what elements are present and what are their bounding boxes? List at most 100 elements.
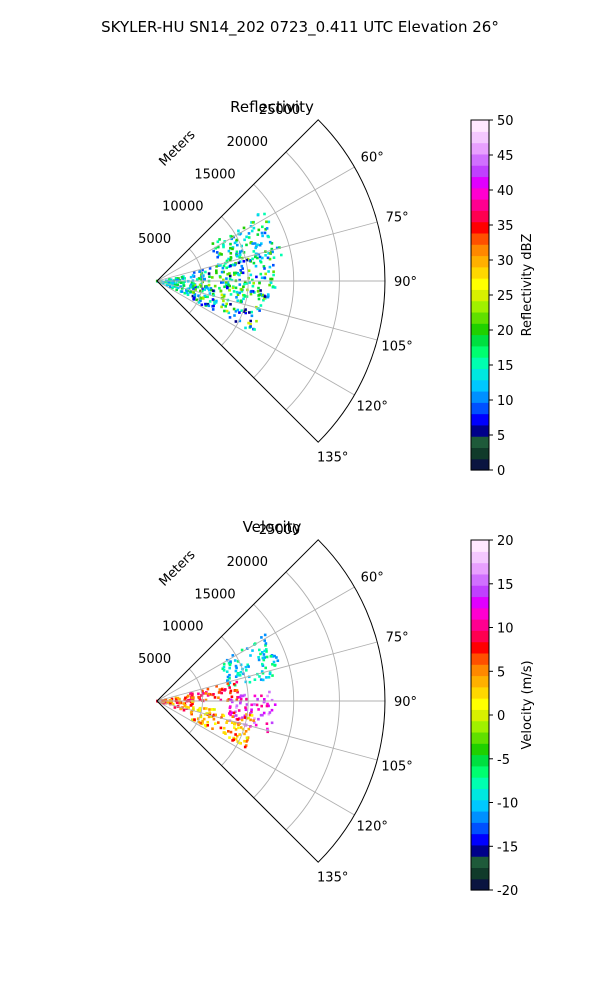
echo-cell [258,281,261,285]
echo-cell [229,256,233,259]
echo-cell [222,270,225,274]
echo-cell [221,242,225,246]
echo-cell [191,692,194,696]
echo-cell [268,711,272,714]
echo-cell [214,713,217,717]
echo-cell [224,732,227,735]
echo-cell [208,267,212,270]
echo-cell [201,719,204,723]
echo-cell [210,715,213,718]
echo-cell [261,225,264,229]
echo-cell [211,292,215,296]
echo-cell [255,319,258,323]
echo-cell [172,285,175,288]
echo-cell [177,701,181,704]
echo-cell [228,710,232,713]
echo-cell [225,309,229,313]
echo-cell [268,257,272,261]
echo-cell [255,252,258,256]
echo-cell [220,270,224,274]
echo-cell [226,281,230,284]
echo-cell [232,736,235,740]
echo-cell [245,736,249,740]
echo-cell [237,261,241,265]
colorbar-bin [471,731,489,744]
echo-cell [261,678,265,682]
echo-cell [241,267,244,270]
echo-cell [218,252,222,255]
echo-cell [196,285,200,289]
echo-cell [268,690,271,694]
echo-cell [197,294,200,297]
echo-cell [209,287,213,290]
echo-cell [238,283,242,286]
colorbar-bin [471,221,489,234]
colorbar-bin [471,686,489,699]
echo-cell [268,283,271,287]
echo-cell [242,226,246,230]
echo-cell [217,691,221,694]
echo-cell [262,653,266,656]
colorbar-tick-label: 25 [497,289,514,304]
echo-cell [179,285,182,288]
echo-cell [192,298,196,301]
echo-cell [171,286,174,290]
echo-cell [189,711,193,714]
echo-cell [223,285,226,289]
echo-cell [231,246,235,249]
echo-cell [255,275,258,279]
colorbar-bin [471,334,489,347]
echo-cell [247,236,251,239]
colorbar-tick-label: 40 [497,184,514,199]
echo-cell [244,744,248,747]
echo-cell [218,688,222,691]
echo-cell [272,270,275,273]
echo-cell [217,253,221,257]
azimuth-spoke [156,700,355,816]
echo-cell [231,286,235,290]
echo-cell [208,300,212,303]
colorbar-tick-label: 10 [497,622,514,637]
echo-cell [234,675,238,678]
colorbar-tick-label: 30 [497,254,514,269]
colorbar-bin [471,844,489,857]
echo-cell [250,229,254,233]
echo-cell [260,670,264,673]
echo-cell [206,720,209,724]
echo-cell [236,740,240,743]
echo-cell [245,698,248,701]
colorbar-bin [471,165,489,178]
colorbar-bin [471,596,489,609]
colorbar-tick-label: 0 [497,709,505,724]
reflectivity-echo-field [155,212,283,331]
echo-cell [236,672,240,675]
echo-cell [234,714,238,717]
echo-cell [233,314,236,317]
echo-cell [263,698,266,701]
echo-cell [235,734,239,738]
echo-cell [225,670,229,673]
echo-cell [204,304,208,307]
echo-cell [265,722,269,725]
echo-cell [263,656,266,659]
velocity-range-label: Meters [157,547,199,589]
echo-cell [199,709,202,713]
echo-cell [271,655,274,658]
azimuth-tick-label: 135° [317,451,348,466]
figure-title: SKYLER-HU SN14_202 0723_0.411 UTC Elevat… [101,18,499,37]
echo-cell [179,280,183,284]
echo-cell [259,304,263,307]
echo-cell [228,686,231,689]
colorbar-bin [471,357,489,369]
echo-cell [225,277,228,280]
echo-cell [263,267,266,270]
echo-cell [227,684,231,687]
azimuth-spoke [156,641,378,702]
echo-cell [192,708,195,711]
echo-cell [244,730,248,733]
echo-cell [258,648,261,652]
azimuth-tick-label: 120° [357,819,388,834]
echo-cell [257,658,261,662]
echo-cell [235,240,238,243]
echo-cell [185,695,189,699]
